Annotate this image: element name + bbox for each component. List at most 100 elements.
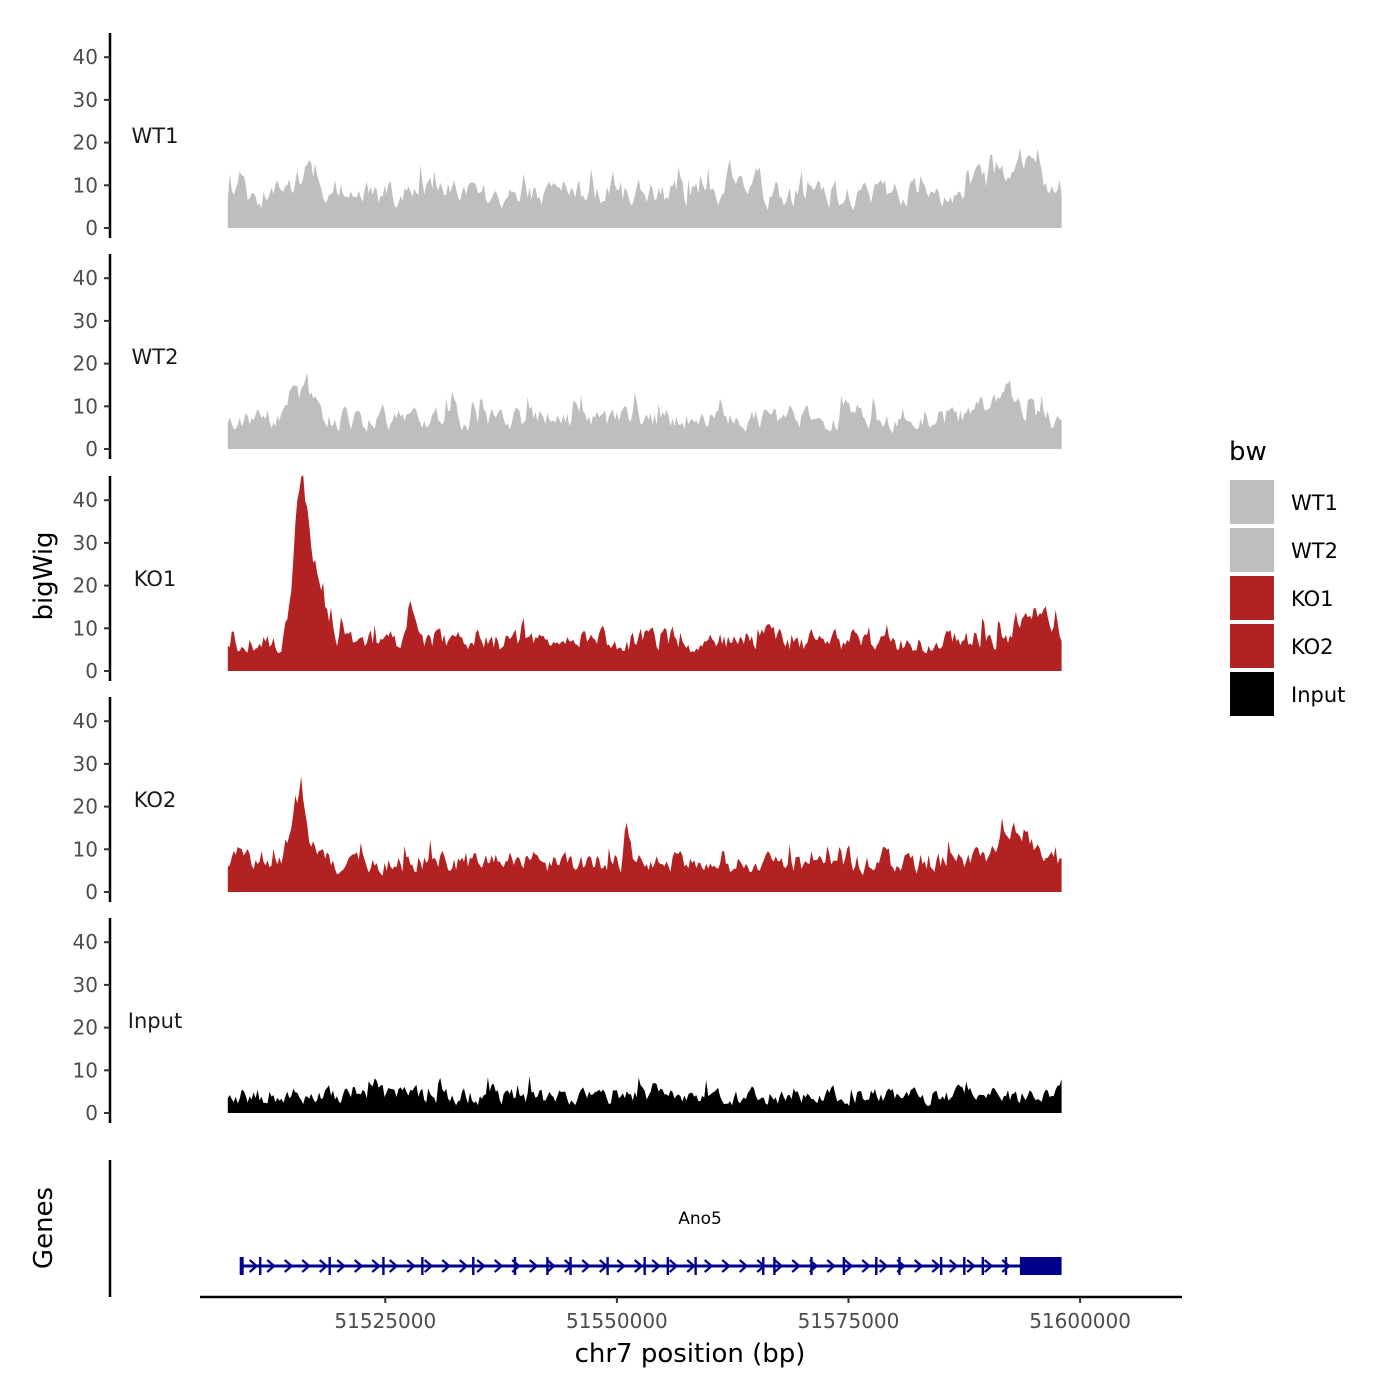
track-wt2: 0 10 20 30 40 WT2 xyxy=(73,254,1062,461)
y-tick-label: 10 xyxy=(73,1058,98,1082)
y-tick-label: 40 xyxy=(73,266,98,290)
gene-name-label: Ano5 xyxy=(678,1209,722,1229)
y-tick-label: 40 xyxy=(73,488,98,512)
strand-arrow xyxy=(913,1259,924,1273)
strand-arrow xyxy=(861,1259,871,1273)
y-tick-label: 0 xyxy=(85,659,98,683)
strand-arrow xyxy=(546,1259,556,1273)
strand-arrow xyxy=(476,1259,486,1273)
strand-arrow xyxy=(773,1259,784,1273)
gene-exon xyxy=(472,1257,475,1275)
y-axis-title: bigWig xyxy=(29,531,59,620)
gene-exon xyxy=(666,1257,670,1275)
strand-arrow xyxy=(248,1259,259,1273)
y-tick-label: 10 xyxy=(73,173,98,197)
signal-area-wt2 xyxy=(227,372,1062,449)
gene-exon xyxy=(606,1257,609,1275)
strand-arrow xyxy=(721,1259,731,1273)
gene-exon xyxy=(773,1257,776,1275)
strand-arrow xyxy=(686,1259,696,1273)
strand-arrow xyxy=(651,1259,661,1273)
y-tick-label: 0 xyxy=(85,880,98,904)
signal-area-input xyxy=(227,1076,1062,1113)
legend-swatch-wt2 xyxy=(1230,528,1274,572)
gene-exon xyxy=(513,1257,517,1275)
gene-exon xyxy=(939,1257,943,1275)
x-axis: 51525000 51550000 51575000 51600000 xyxy=(200,1295,1182,1333)
strand-arrow xyxy=(703,1259,714,1273)
strand-arrow xyxy=(388,1259,399,1273)
strand-arrow xyxy=(406,1259,416,1273)
track-label-ko2: KO2 xyxy=(134,788,177,812)
track-ko1: 0 10 20 30 40 KO1 xyxy=(73,475,1062,683)
strand-arrow xyxy=(353,1259,364,1273)
strand-arrow xyxy=(633,1259,644,1273)
genes-axis-title: Genes xyxy=(29,1187,59,1269)
track-label-ko1: KO1 xyxy=(134,567,177,591)
y-tick-label: 20 xyxy=(73,574,98,598)
legend-label-ko2: KO2 xyxy=(1291,635,1334,659)
strand-arrow xyxy=(528,1259,539,1273)
gene-last-exon xyxy=(1019,1257,1062,1275)
y-tick-label: 40 xyxy=(73,930,98,954)
gene-exon xyxy=(762,1257,765,1275)
strand-arrow xyxy=(616,1259,626,1273)
gene-exon xyxy=(981,1257,985,1275)
y-tick-label: 40 xyxy=(73,45,98,69)
x-tick-label: 51575000 xyxy=(798,1309,900,1333)
x-axis-title: chr7 position (bp) xyxy=(575,1339,806,1369)
strand-arrow xyxy=(668,1259,679,1273)
track-wt1: 0 10 20 30 40 WT1 xyxy=(73,33,1062,240)
y-tick-label: 0 xyxy=(85,216,98,240)
track-input: 0 10 20 30 40 Input xyxy=(73,918,1062,1125)
y-tick-label: 0 xyxy=(85,1101,98,1125)
gene-exon xyxy=(694,1257,697,1275)
legend-swatch-ko1 xyxy=(1230,576,1274,620)
gene-exon xyxy=(875,1257,878,1275)
y-tick-label: 40 xyxy=(73,709,98,733)
strand-arrow xyxy=(371,1259,381,1273)
gene-exon xyxy=(546,1257,549,1275)
legend-title: bw xyxy=(1229,437,1267,467)
y-tick-label: 10 xyxy=(73,616,98,640)
gene-exon xyxy=(643,1257,646,1275)
legend-swatch-input xyxy=(1230,672,1274,716)
gene-exon xyxy=(1004,1257,1008,1275)
strand-arrow xyxy=(948,1259,959,1273)
gene-exon xyxy=(842,1257,846,1275)
track-label-wt1: WT1 xyxy=(132,124,179,148)
y-tick-label: 30 xyxy=(73,973,98,997)
legend: bw WT1 WT2 KO1 KO2 Input xyxy=(1229,437,1345,716)
gene-exon xyxy=(810,1257,813,1275)
strand-arrow xyxy=(336,1259,346,1273)
gene-exon xyxy=(328,1257,331,1275)
gene-exon xyxy=(963,1257,966,1275)
signal-area-wt1 xyxy=(227,147,1062,228)
strand-arrow xyxy=(983,1259,994,1273)
strand-arrow xyxy=(843,1259,854,1273)
y-tick-label: 30 xyxy=(73,531,98,555)
legend-label-ko1: KO1 xyxy=(1291,587,1334,611)
signal-area-ko1 xyxy=(227,475,1062,671)
genes-track: Ano5 xyxy=(108,1160,1062,1297)
gene-exon xyxy=(259,1257,262,1275)
y-tick-label: 20 xyxy=(73,795,98,819)
strand-arrow xyxy=(738,1259,749,1273)
strand-arrow xyxy=(423,1259,434,1273)
strand-arrow xyxy=(493,1259,504,1273)
y-tick-label: 30 xyxy=(73,88,98,112)
strand-arrow xyxy=(826,1259,836,1273)
y-tick-label: 30 xyxy=(73,752,98,776)
legend-label-input: Input xyxy=(1291,683,1345,707)
strand-arrow xyxy=(301,1259,311,1273)
gene-exon xyxy=(569,1257,572,1275)
legend-label-wt1: WT1 xyxy=(1291,491,1338,515)
strand-arrow xyxy=(581,1259,591,1273)
legend-swatch-ko2 xyxy=(1230,624,1274,668)
strand-arrow xyxy=(1001,1259,1011,1273)
tracks-layer: 0 10 20 30 40 WT1 0 10 20 30 40 WT2 0 10 20 30 40 KO1 0 10 2… xyxy=(73,33,1062,1125)
y-tick-label: 30 xyxy=(73,309,98,333)
track-label-input: Input xyxy=(128,1009,182,1033)
strand-arrow xyxy=(458,1259,469,1273)
